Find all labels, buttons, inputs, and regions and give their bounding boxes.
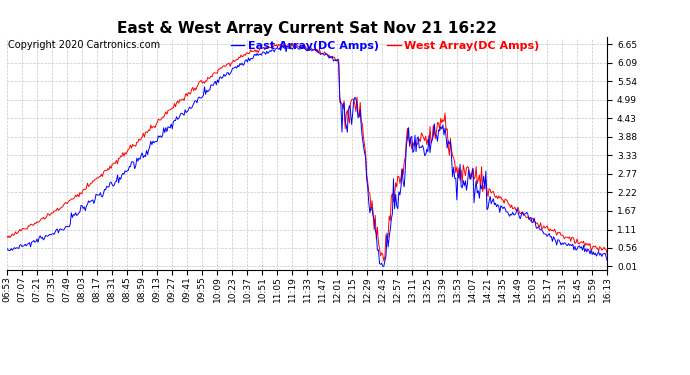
Legend: East Array(DC Amps), West Array(DC Amps): East Array(DC Amps), West Array(DC Amps)	[226, 36, 544, 55]
Text: Copyright 2020 Cartronics.com: Copyright 2020 Cartronics.com	[8, 40, 160, 50]
Title: East & West Array Current Sat Nov 21 16:22: East & West Array Current Sat Nov 21 16:…	[117, 21, 497, 36]
